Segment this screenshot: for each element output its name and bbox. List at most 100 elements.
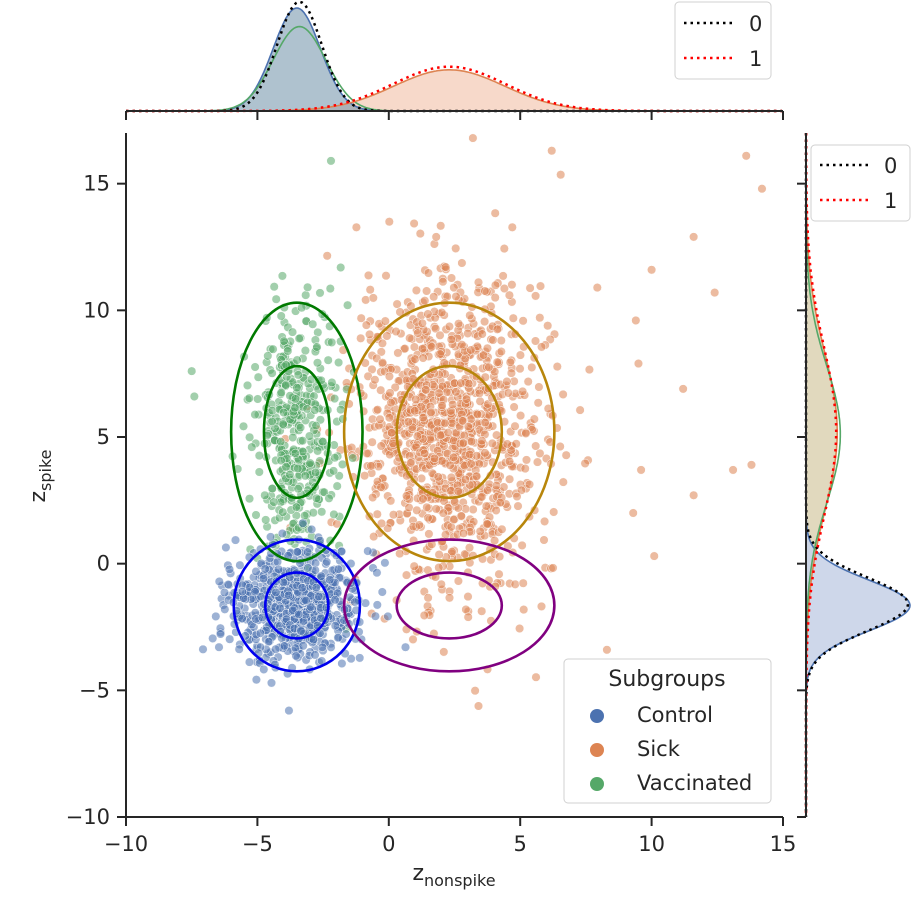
scatter-point-sick: [411, 285, 421, 295]
scatter-point-control: [234, 644, 244, 654]
scatter-point-sick: [451, 243, 461, 253]
scatter-point-sick: [446, 472, 456, 482]
scatter-point-outlier: [741, 151, 751, 161]
scatter-point-sick: [370, 375, 380, 385]
right-marginal-legend-frame: [810, 144, 911, 222]
scatter-point-sick: [516, 411, 526, 421]
scatter-point-sick: [458, 528, 469, 538]
scatter-point-sick: [395, 549, 405, 559]
right-legend-label-1: 1: [884, 189, 897, 213]
scatter-point-sick: [377, 518, 387, 528]
scatter-point-sick: [434, 388, 444, 398]
main-scatter-plot: −10 −5 0 5 10 15 −10 −5 0 5 10 15: [66, 133, 796, 856]
scatter-point-outlier: [728, 465, 738, 475]
scatter-point-control: [383, 611, 393, 621]
scatter-point-vaccinated: [332, 481, 342, 491]
subgroups-legend: Subgroups Control Sick Vaccinated: [563, 658, 772, 804]
scatter-point-vaccinated: [292, 355, 302, 365]
ellipse-outer-sick-low-component: [342, 538, 556, 673]
scatter-point-sick: [431, 324, 441, 334]
scatter-point-control: [314, 591, 324, 602]
scatter-point-vaccinated: [318, 437, 328, 447]
scatter-point-sick: [369, 532, 379, 542]
scatter-point-control: [251, 566, 261, 577]
scatter-point-sick: [367, 437, 377, 447]
top-kde-fill-control: [126, 8, 783, 112]
scatter-point-sick: [414, 520, 424, 530]
scatter-point-sick: [464, 543, 475, 553]
y-tick-label: 5: [97, 425, 110, 449]
scatter-point-sick: [457, 340, 467, 350]
scatter-point-vaccinated: [304, 431, 315, 441]
scatter-point-control: [214, 642, 224, 652]
scatter-point-sick: [477, 606, 487, 616]
scatter-point-sick: [451, 291, 461, 302]
ellipse-inner-sick-low-component: [395, 571, 504, 640]
scatter-point-control: [337, 658, 347, 669]
scatter-point-control: [380, 558, 390, 568]
scatter-point-sick: [447, 547, 457, 557]
legend-vaccinated-label: Vaccinated: [637, 771, 752, 795]
scatter-point-sick: [510, 579, 520, 589]
scatter-point-vaccinated: [336, 262, 346, 273]
scatter-point-vaccinated: [334, 357, 344, 368]
scatter-point-sick: [361, 320, 371, 330]
scatter-point-sick: [418, 353, 428, 363]
scatter-point-sick: [482, 485, 493, 495]
scatter-point-vaccinated: [308, 319, 318, 329]
y-tick-label: −10: [66, 805, 110, 829]
scatter-point-sick: [517, 540, 527, 550]
scatter-point-control: [271, 644, 281, 654]
scatter-point-sick: [478, 350, 489, 360]
top-legend-label-0: 0: [749, 12, 762, 36]
scatter-point-sick: [403, 417, 413, 427]
scatter-point-sick: [439, 647, 449, 657]
scatter-point-sick: [527, 362, 537, 372]
top-marginal-legend-frame: [674, 1, 772, 80]
scatter-point-sick: [529, 414, 539, 424]
scatter-point-sick: [520, 464, 530, 474]
scatter-point-sick: [441, 262, 451, 272]
scatter-point-sick: [584, 365, 594, 375]
scatter-point-sick: [457, 258, 467, 268]
scatter-point-outlier: [547, 146, 557, 156]
y-tick-label: 10: [83, 298, 110, 322]
scatter-point-control: [336, 546, 347, 557]
scatter-point-control: [284, 590, 294, 600]
ellipse-inner-vaccinated-component: [262, 364, 331, 500]
scatter-point-vaccinated: [279, 336, 289, 346]
scatter-point-sick: [463, 592, 473, 602]
scatter-point-vaccinated: [268, 344, 278, 354]
y-axis-label: zspike: [26, 449, 55, 502]
scatter-point-sick: [409, 561, 419, 571]
x-tick-label: −5: [242, 832, 273, 856]
scatter-point-vaccinated: [245, 432, 255, 442]
scatter-point-control: [322, 557, 332, 567]
ellipse-inner-sick-component: [395, 364, 504, 500]
scatter-point-sick: [376, 385, 386, 395]
scatter-point-sick: [507, 280, 517, 290]
scatter-point-vaccinated: [330, 453, 340, 463]
scatter-point-control: [225, 634, 235, 644]
scatter-point-sick: [453, 576, 463, 586]
scatter-point-outlier: [678, 384, 688, 394]
scatter-point-sick: [491, 481, 501, 491]
scatter-point-vaccinated: [276, 437, 286, 447]
scatter-point-vaccinated: [278, 507, 288, 517]
scatter-point-sick: [499, 244, 509, 254]
scatter-point-control: [377, 587, 387, 597]
scatter-point-sick: [473, 409, 483, 419]
scatter-point-sick: [384, 371, 394, 381]
scatter-point-vaccinated: [244, 494, 255, 504]
scatter-point-sick: [423, 593, 433, 603]
scatter-point-sick: [502, 376, 512, 387]
scatter-point-sick: [466, 345, 476, 355]
scatter-point-control: [316, 571, 326, 581]
scatter-point-sick: [385, 449, 395, 460]
scatter-point-control: [306, 602, 316, 612]
scatter-point-outlier: [689, 490, 699, 500]
scatter-point-sick: [400, 344, 410, 354]
scatter-point-outlier: [649, 551, 659, 561]
y-axis-label-sub: spike: [36, 449, 55, 490]
